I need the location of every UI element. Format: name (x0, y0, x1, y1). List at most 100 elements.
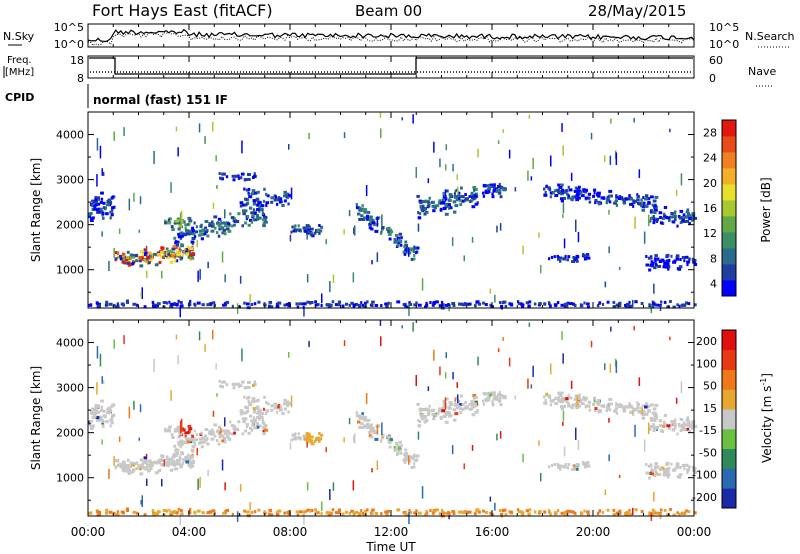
nave-label: Nave (748, 65, 776, 78)
power-cell (452, 304, 456, 307)
velocity-cell (567, 463, 571, 467)
velocity-cell (250, 511, 254, 514)
power-cell (275, 305, 280, 309)
velocity-cell (596, 399, 601, 403)
colorbar-segment (722, 152, 736, 169)
power-cell (348, 210, 351, 217)
power-cell (354, 225, 356, 236)
power-cell (153, 151, 155, 164)
colorbar-tick-label: 100 (696, 357, 717, 370)
velocity-cell (376, 424, 379, 435)
power-cell (615, 203, 619, 207)
velocity-cell (508, 357, 511, 367)
power-cell (162, 301, 167, 304)
power-cell (231, 224, 234, 228)
velocity-cell (645, 471, 650, 475)
velocity-cell (593, 399, 596, 403)
power-cell (138, 229, 140, 233)
colorbar-segment (722, 136, 736, 153)
velocity-cell (663, 469, 667, 473)
power-cell (253, 302, 257, 306)
power-cell (314, 300, 317, 304)
power-cell (366, 300, 369, 304)
power-cell (310, 231, 314, 235)
velocity-cell (283, 398, 287, 402)
velocity-cell (143, 467, 146, 471)
velocity-cell (288, 352, 290, 358)
velocity-cell (674, 418, 677, 422)
power-cell (177, 147, 179, 157)
power-cell (433, 141, 435, 153)
velocity-cell (610, 326, 612, 332)
power-cell (417, 303, 422, 307)
power-cell (328, 303, 331, 307)
power-cell (204, 220, 209, 223)
velocity-cell (648, 511, 651, 515)
velocity-cell (306, 435, 311, 439)
power-heatmap-cells (88, 112, 698, 318)
power-cell (652, 221, 656, 225)
velocity-cell (283, 407, 287, 411)
velocity-cell (628, 402, 631, 406)
power-cell (654, 195, 659, 199)
power-cell (673, 217, 677, 221)
velocity-cell (233, 425, 236, 429)
power-cell (206, 303, 209, 307)
power-cell (263, 187, 266, 191)
power-cell (560, 199, 564, 203)
velocity-cell (441, 409, 446, 413)
velocity-cell (663, 508, 667, 512)
beam-title: Beam 00 (355, 2, 422, 20)
velocity-cell (343, 437, 345, 443)
power-cell (262, 199, 265, 203)
velocity-cell (587, 513, 590, 517)
colorbar-segment (722, 369, 736, 390)
velocity-cell (679, 417, 684, 421)
velocity-cell (258, 413, 261, 417)
velocity-cell (319, 437, 323, 441)
power-cell (445, 202, 450, 206)
power-cell (604, 155, 606, 162)
velocity-cell (189, 507, 192, 511)
power-cell (610, 118, 612, 124)
power-cell (228, 224, 231, 227)
velocity-cell (418, 420, 422, 424)
velocity-cell (358, 425, 363, 429)
power-cell (487, 189, 490, 193)
velocity-cell (632, 412, 635, 416)
power-cell (649, 256, 653, 260)
velocity-cell (458, 404, 461, 408)
power-cell (673, 215, 677, 218)
velocity-cell (618, 405, 621, 408)
power-cell (174, 220, 178, 224)
velocity-cell (204, 438, 209, 442)
power-cell (258, 216, 262, 220)
velocity-cell (209, 510, 213, 514)
power-cell (564, 254, 567, 258)
colorbar-tick-label: 12 (703, 227, 717, 240)
power-cell (444, 189, 447, 202)
velocity-cell (618, 474, 621, 478)
power-cell (88, 213, 91, 217)
velocity-cell (502, 337, 504, 341)
velocity-cell (442, 415, 447, 419)
power-cell (452, 164, 454, 172)
power-cell (302, 305, 305, 309)
power-cell (659, 221, 664, 225)
power-cell (370, 227, 374, 231)
power-cell (659, 216, 663, 219)
velocity-cell (653, 474, 657, 478)
power-cell (468, 195, 471, 198)
power-cell (567, 196, 571, 200)
power-cell (246, 188, 250, 192)
velocity-cell (348, 418, 351, 425)
velocity-cell (456, 382, 458, 388)
velocity-cell (469, 408, 472, 411)
power-cell (441, 303, 444, 307)
power-cell (664, 265, 669, 269)
station-title: Fort Hays East (fitACF) (92, 1, 273, 20)
power-cell (139, 250, 144, 254)
velocity-cell (171, 460, 176, 464)
velocity-cell (262, 407, 265, 411)
velocity-cell (520, 511, 525, 515)
